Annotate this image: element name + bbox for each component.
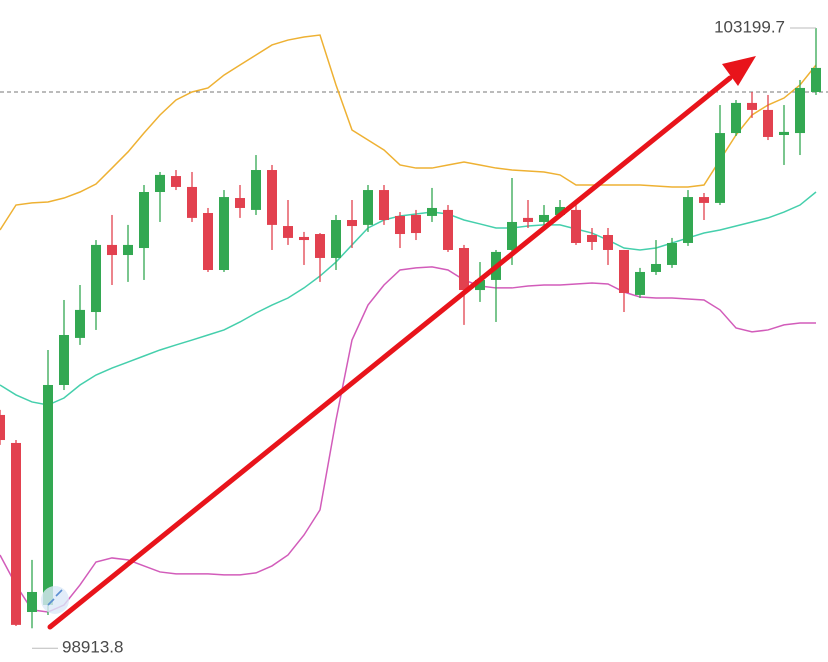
- candle-body: [427, 207, 437, 216]
- candle-body: [219, 197, 229, 271]
- candle-body: [667, 242, 677, 265]
- band-line: [0, 191, 817, 406]
- candle-body: [603, 234, 613, 250]
- annotations: [41, 56, 756, 630]
- candle-body: [75, 309, 85, 338]
- candles: [0, 28, 821, 629]
- tool-icon: [41, 586, 69, 614]
- candle-body: [539, 214, 549, 222]
- candle-body: [475, 279, 485, 291]
- candle-body: [43, 384, 53, 606]
- band-line: [0, 34, 817, 231]
- candle-body: [299, 236, 309, 241]
- candle-body: [619, 249, 629, 293]
- candle-body: [411, 214, 421, 234]
- candle-body: [283, 226, 293, 238]
- max-price-label: 103199.7: [714, 17, 785, 36]
- trend-arrow-line: [47, 75, 733, 630]
- candle-body: [27, 591, 37, 613]
- candle-body: [91, 244, 101, 313]
- candle-body: [11, 442, 21, 625]
- candle-body: [107, 244, 117, 256]
- candle-body: [731, 102, 741, 134]
- candle-body: [555, 206, 565, 215]
- candle-body: [331, 220, 341, 258]
- candle-body: [139, 192, 149, 249]
- candle-body: [651, 263, 661, 272]
- candle-body: [363, 190, 373, 225]
- candle-body: [699, 197, 709, 203]
- candle-body: [347, 220, 357, 227]
- candle-body: [123, 244, 133, 256]
- candle-body: [635, 271, 645, 295]
- candle-body: [395, 215, 405, 235]
- candle-body: [235, 198, 245, 208]
- candle-body: [763, 109, 773, 137]
- candle-body: [443, 209, 453, 250]
- tool-icon-glyph: [47, 589, 63, 606]
- candle-body: [507, 221, 517, 250]
- candle-body: [251, 170, 261, 210]
- candle-body: [779, 131, 789, 136]
- trend-arrow-head: [722, 56, 756, 86]
- candle-body: [187, 186, 197, 218]
- candle-body: [267, 170, 277, 225]
- candle-body: [795, 87, 805, 134]
- candle-body: [59, 334, 69, 385]
- candle-body: [683, 197, 693, 243]
- candle-body: [587, 234, 597, 243]
- candle-body: [0, 414, 5, 441]
- min-price-label: 98913.8: [62, 637, 123, 656]
- candle-body: [811, 67, 821, 93]
- candle-body: [379, 190, 389, 221]
- bands: [0, 34, 817, 613]
- candle-body: [203, 213, 213, 271]
- candle-body: [315, 234, 325, 258]
- candle-body: [171, 176, 181, 187]
- band-line: [0, 266, 816, 613]
- candle-body: [747, 102, 757, 110]
- candle-body: [715, 133, 725, 203]
- candle-body: [459, 248, 469, 291]
- candle-body: [523, 217, 533, 222]
- candle-body: [155, 174, 165, 193]
- candle-body: [571, 209, 581, 243]
